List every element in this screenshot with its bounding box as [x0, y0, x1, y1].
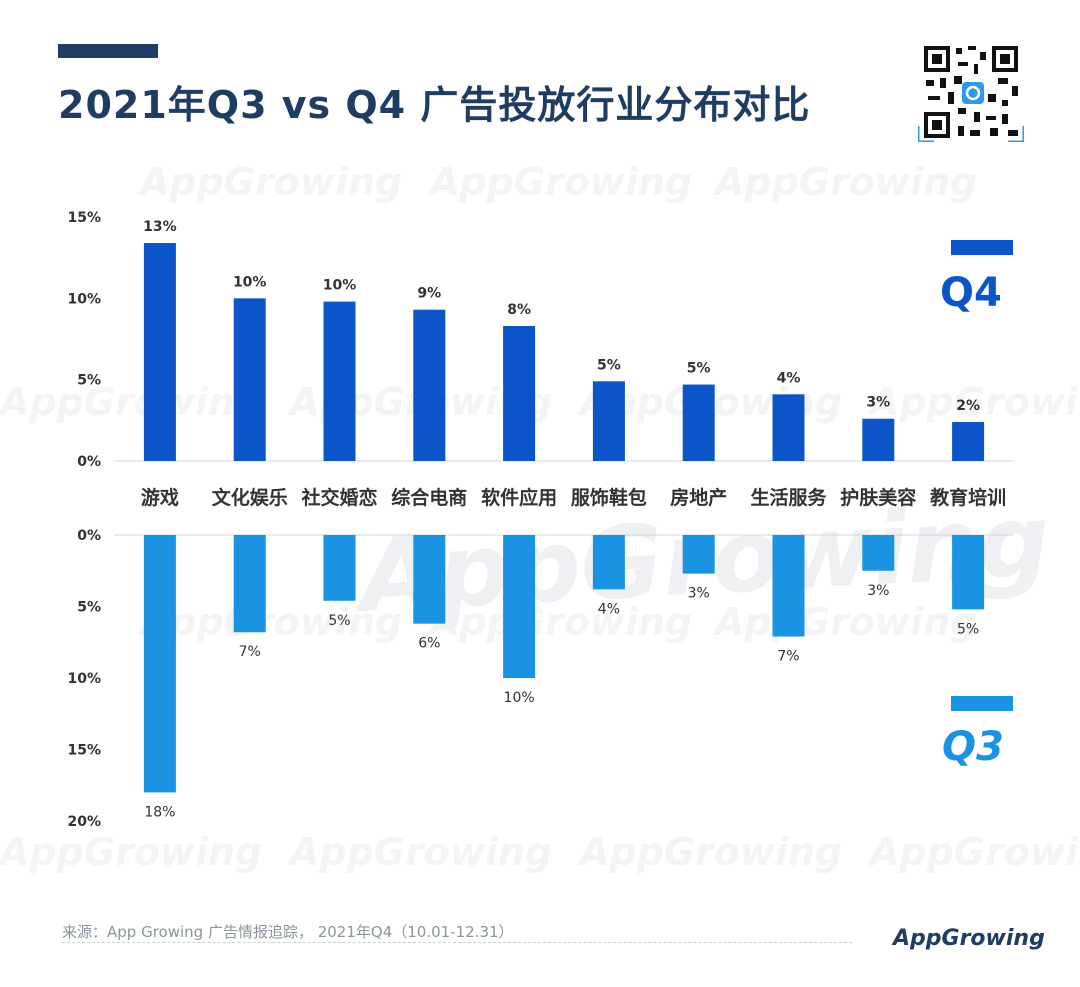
watermark-text: AppGrowing: [715, 160, 978, 204]
bar-q4: [862, 418, 895, 461]
y-tick-label-q3: 0%: [77, 528, 101, 544]
bar-q4: [682, 384, 715, 461]
y-tick-label-q4: 15%: [67, 210, 101, 226]
data-label-q4: 4%: [777, 370, 801, 386]
bar-q4: [413, 309, 446, 461]
bar-q3: [592, 535, 625, 590]
watermark-text: AppGrowing: [0, 380, 263, 424]
y-tick-label-q4: 5%: [77, 373, 101, 389]
title-accent-bar: [58, 44, 158, 58]
watermark-text: AppGrowing: [0, 830, 263, 874]
data-label-q4: 2%: [956, 398, 980, 414]
qr-code-icon[interactable]: [918, 42, 1024, 142]
data-label-q4: 3%: [866, 395, 890, 411]
watermark-text: AppGrowing: [580, 830, 843, 874]
category-label: 综合电商: [391, 486, 467, 509]
data-label-q4: 9%: [417, 286, 441, 302]
data-label-q3: 5%: [328, 613, 350, 629]
watermark-text: AppGrowing: [430, 600, 693, 644]
y-tick-label-q4: 10%: [67, 291, 101, 307]
data-label-q3: 7%: [777, 649, 799, 665]
footer-logo: AppGrowing: [893, 926, 1045, 951]
watermark-text: AppGrowing: [140, 160, 403, 204]
y-tick-label-q3: 5%: [77, 600, 101, 616]
category-label: 社交婚恋: [300, 486, 377, 509]
bar-q4: [143, 243, 176, 461]
data-label-q4: 8%: [507, 302, 531, 318]
bar-q4: [592, 381, 625, 461]
data-label-q3: 3%: [688, 586, 710, 602]
data-label-q3: 3%: [867, 583, 889, 599]
category-label: 房地产: [670, 486, 727, 509]
data-label-q3: 5%: [957, 621, 979, 637]
watermark-text: AppGrowing: [715, 600, 978, 644]
bar-q3: [952, 535, 985, 610]
data-label-q3: 7%: [239, 644, 261, 660]
data-label-q3: 10%: [504, 690, 535, 706]
data-label-q3: 18%: [144, 804, 175, 820]
watermark-text: AppGrowing: [140, 600, 403, 644]
bar-q3: [503, 535, 536, 678]
data-label-q4: 10%: [233, 274, 267, 290]
y-tick-label-q3: 10%: [67, 671, 101, 687]
footer-divider: [62, 942, 852, 943]
legend-q3-label: Q3: [942, 724, 1004, 770]
bar-q4: [323, 301, 356, 461]
watermark-text: AppGrowing: [870, 830, 1080, 874]
bar-q3: [682, 535, 715, 574]
bar-q4: [233, 298, 266, 461]
category-label: 教育培训: [930, 486, 1006, 509]
data-label-q3: 4%: [598, 601, 620, 617]
bar-q3: [323, 535, 356, 601]
y-tick-label-q3: 15%: [67, 743, 101, 759]
data-label-q4: 5%: [597, 357, 621, 373]
data-label-q4: 5%: [687, 361, 711, 377]
category-label: 软件应用: [481, 486, 557, 509]
bar-q3: [772, 535, 805, 637]
data-label-q4: 10%: [323, 278, 357, 294]
category-label: 生活服务: [750, 486, 827, 509]
category-label: 文化娱乐: [212, 486, 288, 509]
y-tick-label-q4: 0%: [77, 454, 101, 470]
data-label-q4: 13%: [143, 219, 177, 235]
footer-source: 来源：App Growing 广告情报追踪， 2021年Q4（10.01-12.…: [62, 923, 514, 941]
category-label: 游戏: [141, 486, 179, 509]
chart-title: 2021年Q3 vs Q4 广告投放行业分布对比: [58, 83, 811, 127]
bar-q4: [952, 421, 985, 461]
category-label: 服饰鞋包: [571, 486, 647, 509]
category-label: 护肤美容: [840, 486, 916, 509]
bar-q4: [772, 394, 805, 461]
legend-q4-swatch: [951, 240, 1013, 255]
legend-q3-swatch: [951, 696, 1013, 711]
bar-q3: [143, 535, 176, 793]
bar-q3: [862, 535, 895, 571]
bar-q3: [233, 535, 266, 633]
y-tick-label-q3: 20%: [67, 814, 101, 830]
bar-q3: [413, 535, 446, 624]
watermark-text: AppGrowing: [430, 160, 693, 204]
bar-q4: [503, 325, 536, 461]
data-label-q3: 6%: [418, 636, 440, 652]
watermark-text: AppGrowing: [290, 830, 553, 874]
legend-q4-label: Q4: [940, 270, 1002, 316]
watermark-text: AppGrowing: [870, 380, 1080, 424]
